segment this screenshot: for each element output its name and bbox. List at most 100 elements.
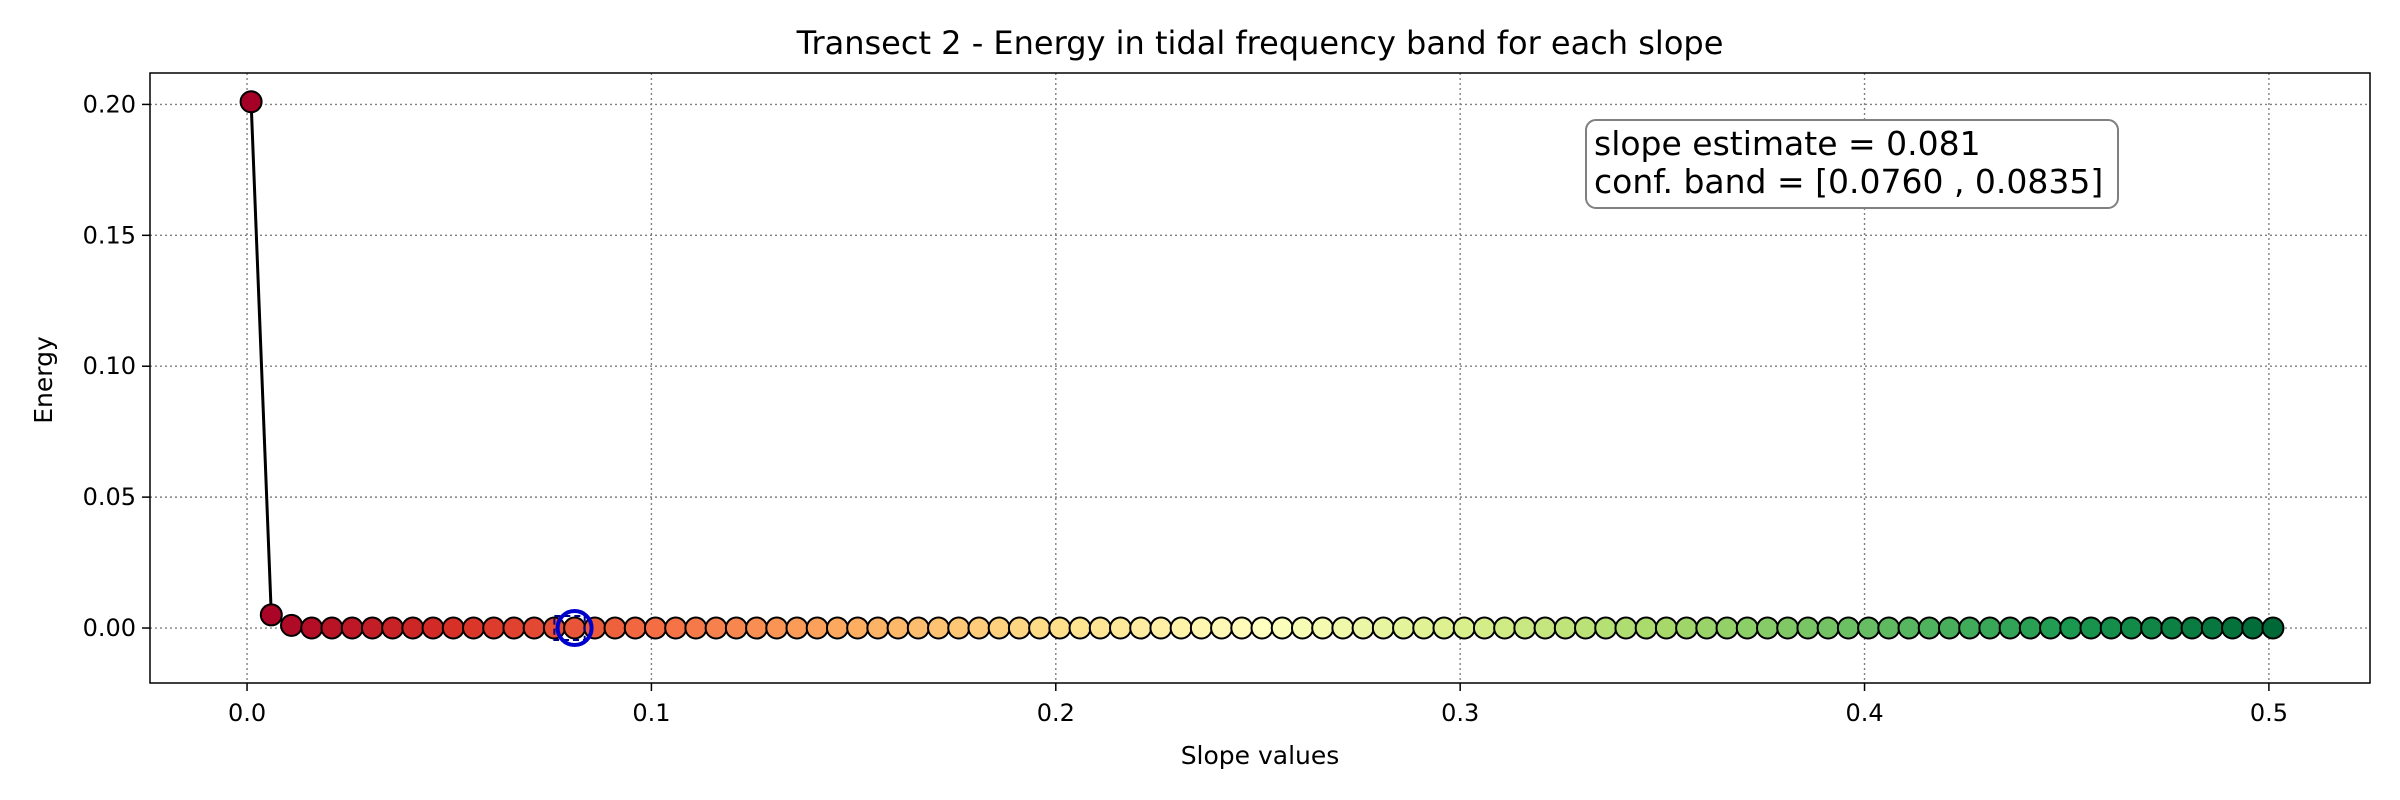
data-point	[1149, 616, 1173, 640]
data-point	[846, 616, 870, 640]
data-point	[563, 616, 587, 640]
x-tick-label: 0.1	[632, 699, 670, 727]
data-point	[1452, 616, 1476, 640]
data-point	[623, 616, 647, 640]
data-point	[1634, 616, 1658, 640]
data-point	[1735, 616, 1759, 640]
data-point	[1210, 616, 1234, 640]
data-point	[340, 616, 364, 640]
data-point	[1594, 616, 1618, 640]
data-point	[1371, 616, 1395, 640]
data-point	[1270, 616, 1294, 640]
data-point	[987, 616, 1011, 640]
data-point	[765, 616, 789, 640]
data-point	[805, 616, 829, 640]
annotation-frame	[1585, 119, 2119, 209]
data-point	[1533, 616, 1557, 640]
data-line	[249, 101, 312, 630]
data-point	[1998, 616, 2022, 640]
y-tick-label: 0.00	[83, 614, 136, 642]
data-point	[2119, 616, 2143, 640]
data-point	[1412, 616, 1436, 640]
data-point	[1331, 616, 1355, 640]
data-point	[1553, 616, 1577, 640]
data-point	[785, 616, 809, 640]
data-point	[643, 616, 667, 640]
data-point	[1189, 616, 1213, 640]
data-point	[2160, 616, 2184, 640]
data-point	[2099, 616, 2123, 640]
data-point	[684, 616, 708, 640]
data-point	[1472, 616, 1496, 640]
data-point	[745, 616, 769, 640]
data-point	[2140, 616, 2164, 640]
data-point	[502, 616, 526, 640]
data-point	[482, 616, 506, 640]
data-point	[1654, 616, 1678, 640]
data-point	[1917, 616, 1941, 640]
annotation-box: slope estimate = 0.081 conf. band = [0.0…	[1585, 119, 2119, 209]
chart-title: Transect 2 - Energy in tidal frequency b…	[796, 24, 1724, 62]
data-point	[664, 616, 688, 640]
data-point	[2200, 616, 2224, 640]
x-ticks: 0.0 0.1 0.2 0.3 0.4 0.5	[228, 683, 2288, 727]
estimate-marker	[555, 609, 594, 648]
data-point	[967, 616, 991, 640]
plot-frame	[149, 72, 2371, 684]
data-point	[2039, 616, 2063, 640]
data-point	[1048, 616, 1072, 640]
annotation-line-2: conf. band = [0.0760 , 0.0835]	[1594, 162, 2103, 201]
data-point	[1574, 616, 1598, 640]
data-point	[2221, 616, 2245, 640]
data-point	[2261, 616, 2285, 640]
data-point	[1432, 616, 1456, 640]
data-points	[239, 90, 2285, 640]
data-point	[2079, 616, 2103, 640]
x-tick-label: 0.4	[1845, 699, 1883, 727]
y-axis-label: Energy	[29, 336, 58, 424]
data-point	[1776, 616, 1800, 640]
data-point	[1978, 616, 2002, 640]
y-tick-label: 0.10	[83, 352, 136, 380]
data-point	[522, 616, 546, 640]
data-point	[1230, 616, 1254, 640]
y-tick-label: 0.15	[83, 221, 136, 249]
x-tick-label: 0.0	[228, 699, 266, 727]
data-point	[906, 616, 930, 640]
series-line	[249, 101, 312, 630]
data-point	[704, 616, 728, 640]
data-point	[866, 616, 890, 640]
data-point	[1311, 616, 1335, 640]
x-tick-label: 0.2	[1037, 699, 1075, 727]
data-point	[1958, 616, 1982, 640]
data-point	[2180, 616, 2204, 640]
data-point	[1816, 616, 1840, 640]
data-point	[381, 616, 405, 640]
data-point	[2059, 616, 2083, 640]
data-point	[259, 603, 283, 627]
data-point	[1755, 616, 1779, 640]
data-point	[583, 616, 607, 640]
data-point	[2018, 616, 2042, 640]
data-point	[603, 616, 627, 640]
data-point	[1897, 616, 1921, 640]
data-point	[1513, 616, 1537, 640]
data-point	[280, 613, 304, 637]
y-ticks: 0.00 0.05 0.10 0.15 0.20	[83, 90, 150, 642]
data-point	[1836, 616, 1860, 640]
data-point	[360, 616, 384, 640]
data-point	[239, 90, 263, 114]
data-point	[1392, 616, 1416, 640]
conf-band-marker	[553, 615, 586, 642]
data-point	[401, 616, 425, 640]
data-point	[1695, 616, 1719, 640]
data-point	[886, 616, 910, 640]
data-point	[1614, 616, 1638, 640]
data-point	[1007, 616, 1031, 640]
data-point	[441, 616, 465, 640]
data-point	[1877, 616, 1901, 640]
data-point	[1675, 616, 1699, 640]
data-point	[1068, 616, 1092, 640]
y-tick-label: 0.20	[83, 90, 136, 118]
